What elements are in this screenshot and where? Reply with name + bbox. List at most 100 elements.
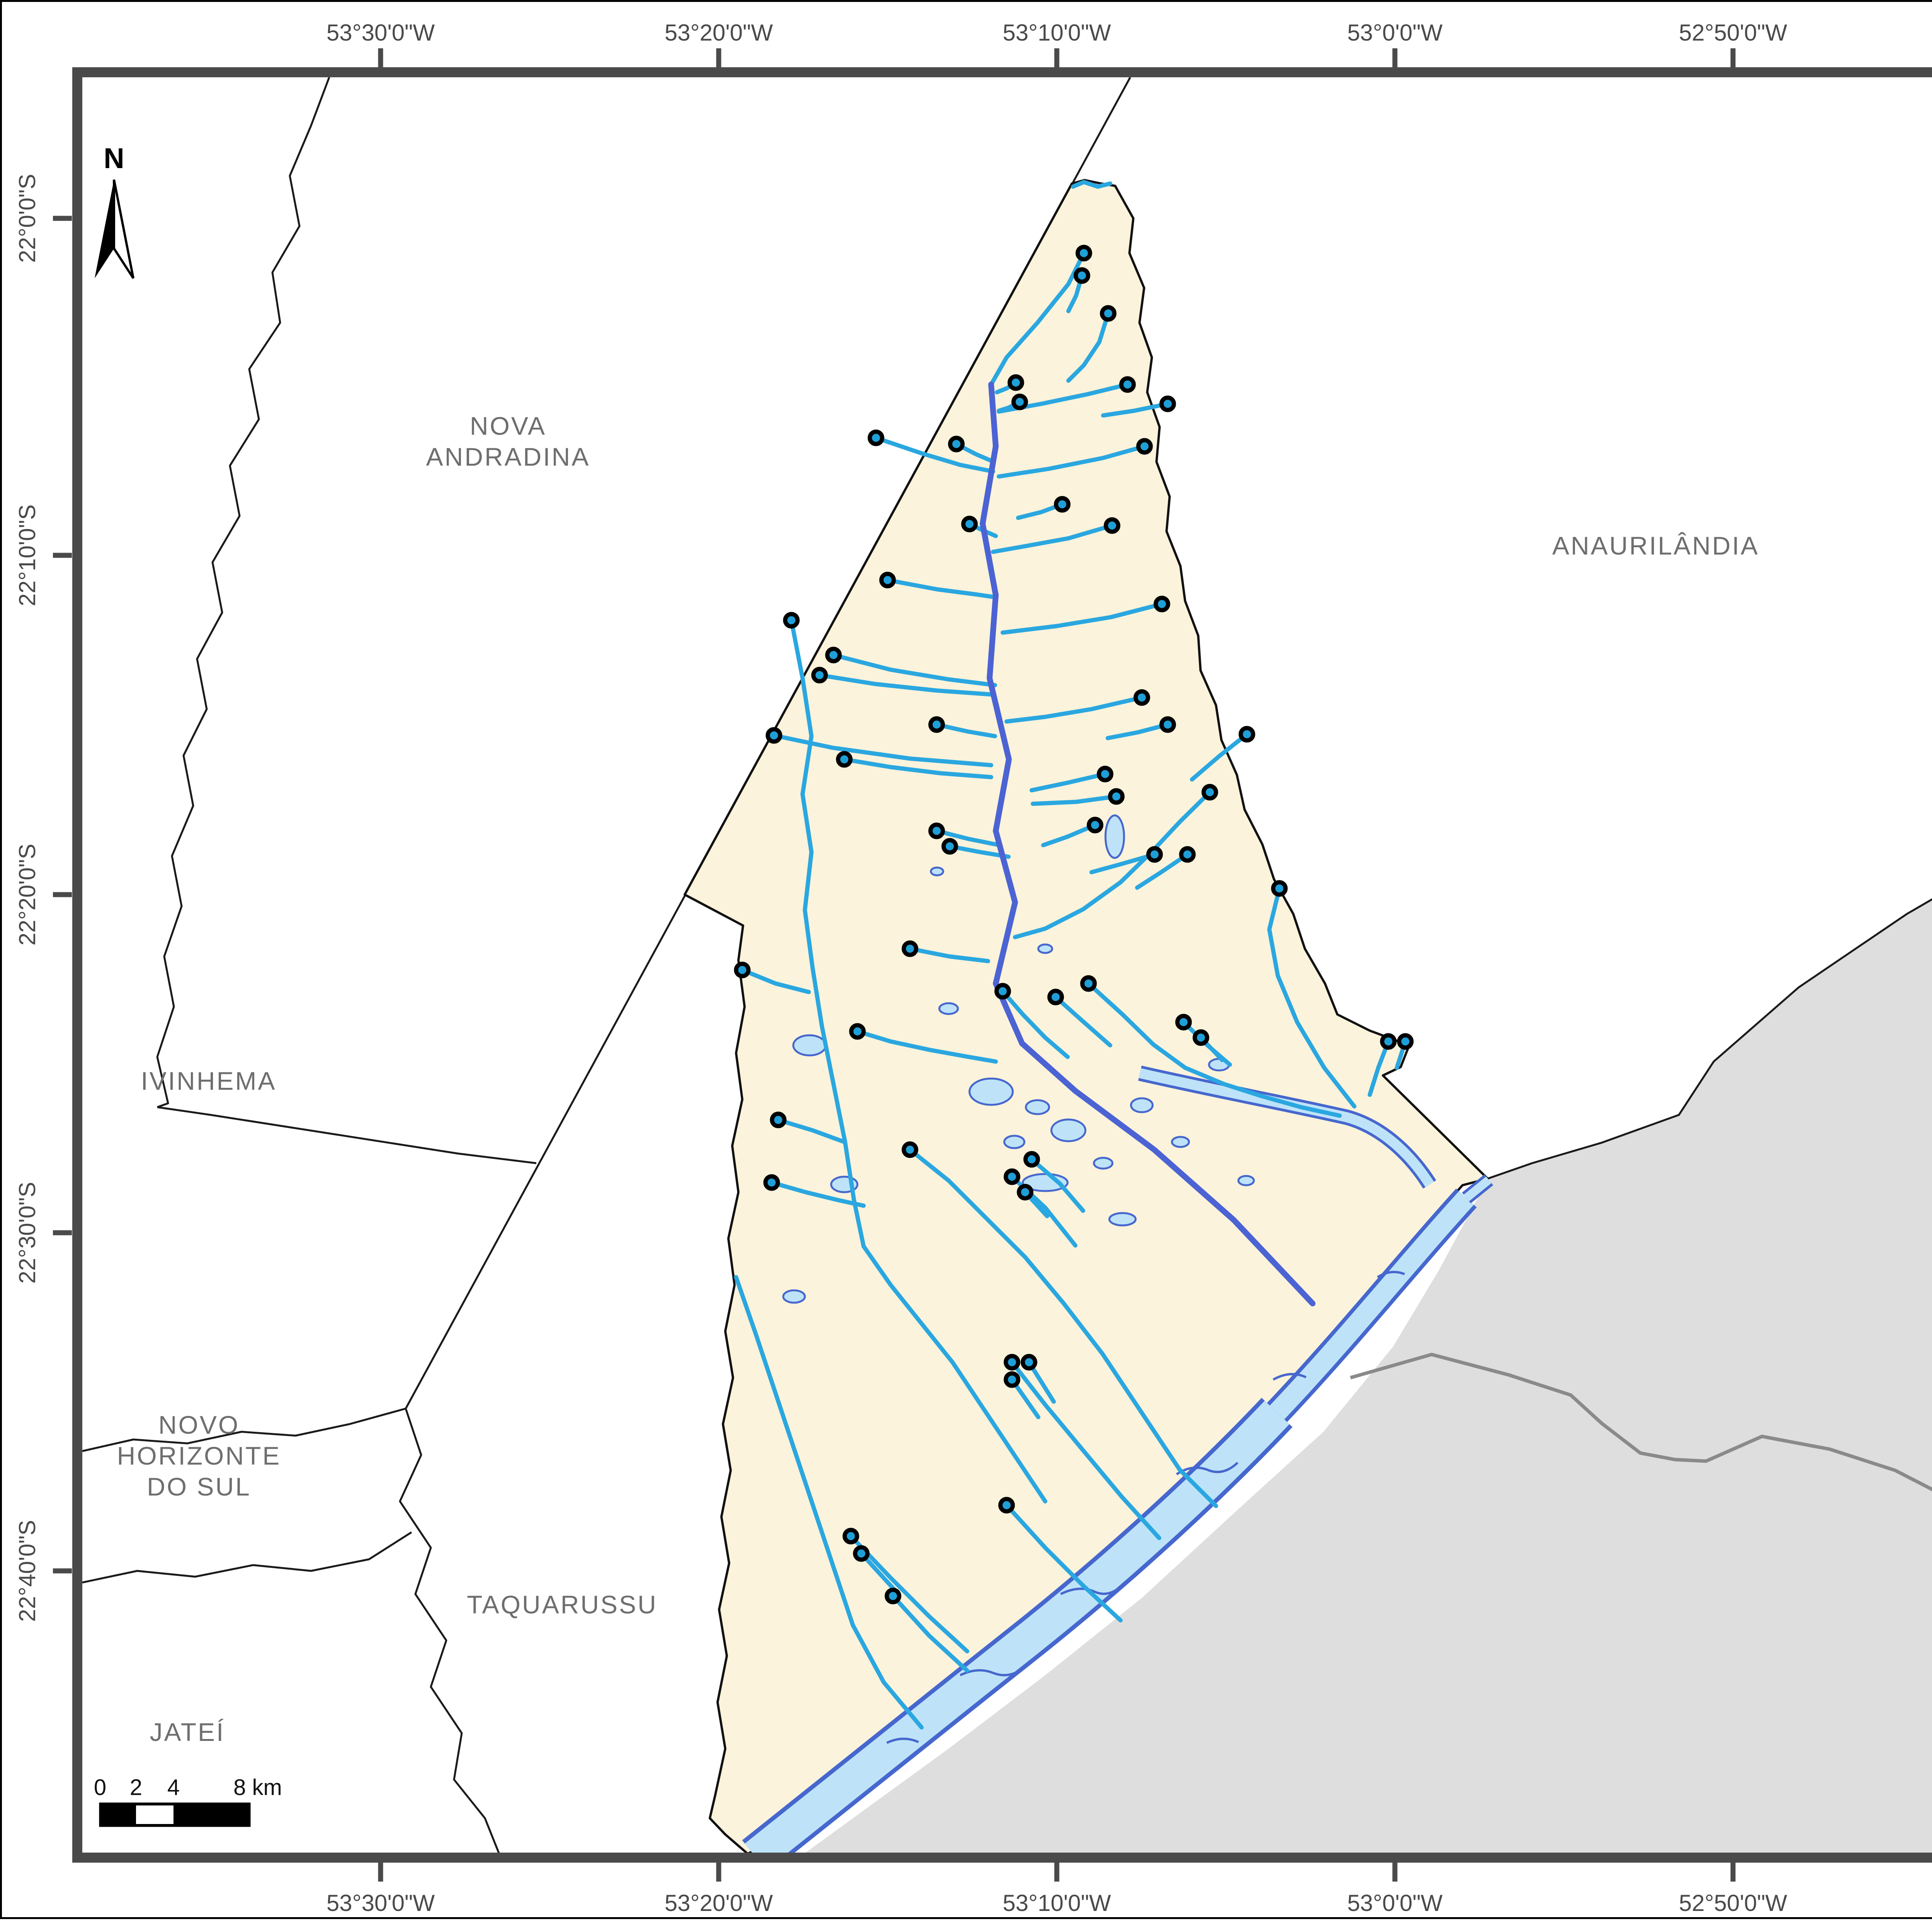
river-line: [908, 946, 990, 963]
nascente-point: [948, 436, 965, 453]
nascente-point: [1119, 376, 1136, 393]
river-line: [1010, 1360, 1162, 1540]
nascente-point: [1003, 1371, 1020, 1388]
river-line: [1053, 995, 1112, 1048]
coord-label-bottom: 53°0'0"W: [1347, 1890, 1443, 1916]
north-label: N: [104, 142, 124, 174]
nascente-point: [879, 572, 896, 589]
neighbor-label: ANAURILÂNDIA: [1552, 531, 1759, 560]
coord-label-left: 22°40'0"S: [14, 1520, 40, 1622]
river-line: [1367, 1039, 1391, 1097]
coord-label-top: 53°0'0"W: [1347, 20, 1443, 46]
coord-label-left: 22°20'0"S: [14, 844, 40, 946]
river-line: [842, 757, 993, 779]
nascente-point: [1108, 788, 1125, 805]
nascente-point: [734, 961, 751, 978]
river-line: [1029, 1157, 1085, 1213]
nascente-point: [1097, 766, 1114, 783]
pond: [1104, 814, 1125, 859]
nascente-point: [1011, 393, 1028, 410]
river-line: [1066, 311, 1111, 383]
nascente-point: [1007, 374, 1024, 391]
boundary-nhs-taquarussu: [82, 1407, 406, 1452]
nascente-point: [928, 716, 945, 733]
river-line: [769, 1180, 866, 1208]
river-line: [1267, 886, 1357, 1109]
scale-label: 2: [130, 1775, 142, 1800]
river-main-stem: [980, 381, 1316, 1307]
river-line: [740, 968, 811, 994]
nascente-point: [1020, 1354, 1037, 1371]
coord-label-bottom: 53°30'0"W: [327, 1890, 435, 1916]
river-line: [1071, 180, 1112, 189]
river-line: [891, 1594, 969, 1673]
nascente-point: [1133, 689, 1150, 706]
coord-label-top: 53°10'0"W: [1003, 20, 1111, 46]
nascente-point: [763, 1174, 780, 1191]
river-line: [1105, 722, 1170, 740]
neighbor-label: NOVO HORIZONTE DO SUL: [117, 1411, 281, 1501]
neighbor-label: JATEÍ: [150, 1718, 225, 1746]
river-line: [997, 444, 1147, 479]
nascente-point: [849, 1023, 866, 1040]
nascente-point: [901, 1141, 918, 1158]
pond: [968, 1077, 1014, 1106]
nascente-point: [901, 940, 918, 957]
river-line: [1029, 772, 1107, 793]
river-line: [1031, 794, 1119, 806]
river-line: [991, 523, 1114, 554]
nascente-point: [928, 822, 945, 839]
nascente-point: [765, 727, 782, 744]
nascente-point: [1271, 880, 1288, 897]
river-line: [817, 673, 993, 697]
pond: [1050, 1118, 1087, 1142]
nascente-point: [1054, 496, 1071, 513]
pond: [1003, 1135, 1026, 1149]
nascente-point: [1380, 1033, 1397, 1050]
nascente-point: [1047, 989, 1064, 1006]
nascente-point: [770, 1111, 787, 1128]
boundary-nhs-jatei: [82, 1531, 412, 1584]
nascente-point: [1087, 817, 1104, 834]
river-line: [934, 829, 1002, 847]
nascente-point: [853, 1545, 870, 1562]
nascente-point: [842, 1528, 859, 1545]
river-line: [947, 844, 1011, 859]
neighbor-label: TAQUARUSSU: [467, 1590, 658, 1619]
river-line: [989, 251, 1086, 387]
nascente-point: [1136, 438, 1153, 455]
river-line: [1000, 602, 1164, 635]
state-polygon-sp: [806, 899, 1932, 1853]
pond: [1130, 1097, 1154, 1113]
boundary-ivinhema-nhs: [157, 1106, 537, 1164]
coord-label-bottom: 52°50'0"W: [1679, 1890, 1787, 1916]
nascente-point: [998, 1497, 1015, 1514]
pond: [1037, 943, 1053, 954]
river-line: [885, 578, 997, 599]
nascente-point: [1003, 1354, 1020, 1371]
river-line: [1101, 402, 1170, 418]
coord-label-left: 22°30'0"S: [14, 1182, 40, 1284]
nascente-point: [1100, 305, 1117, 322]
scale-label: 8 km: [233, 1775, 282, 1800]
nascente-point: [994, 983, 1011, 1000]
coord-label-bottom: 53°20'0"W: [665, 1890, 773, 1916]
river-line: [734, 1275, 924, 1730]
boundary-taquarussu-jatei: [399, 1408, 500, 1853]
river-line: [1004, 695, 1144, 724]
nascente-point: [884, 1588, 901, 1605]
nascentes-layer: [734, 245, 1414, 1605]
north-arrow-left: [95, 180, 114, 278]
pond: [1237, 1175, 1255, 1186]
nascente-point: [1175, 1014, 1192, 1031]
nascente-point: [1201, 784, 1218, 801]
nascente-point: [1238, 726, 1255, 743]
river-line: [874, 436, 995, 474]
river-line: [1000, 989, 1070, 1059]
coord-label-top: 53°20'0"W: [665, 20, 773, 46]
river-line: [1086, 981, 1342, 1118]
